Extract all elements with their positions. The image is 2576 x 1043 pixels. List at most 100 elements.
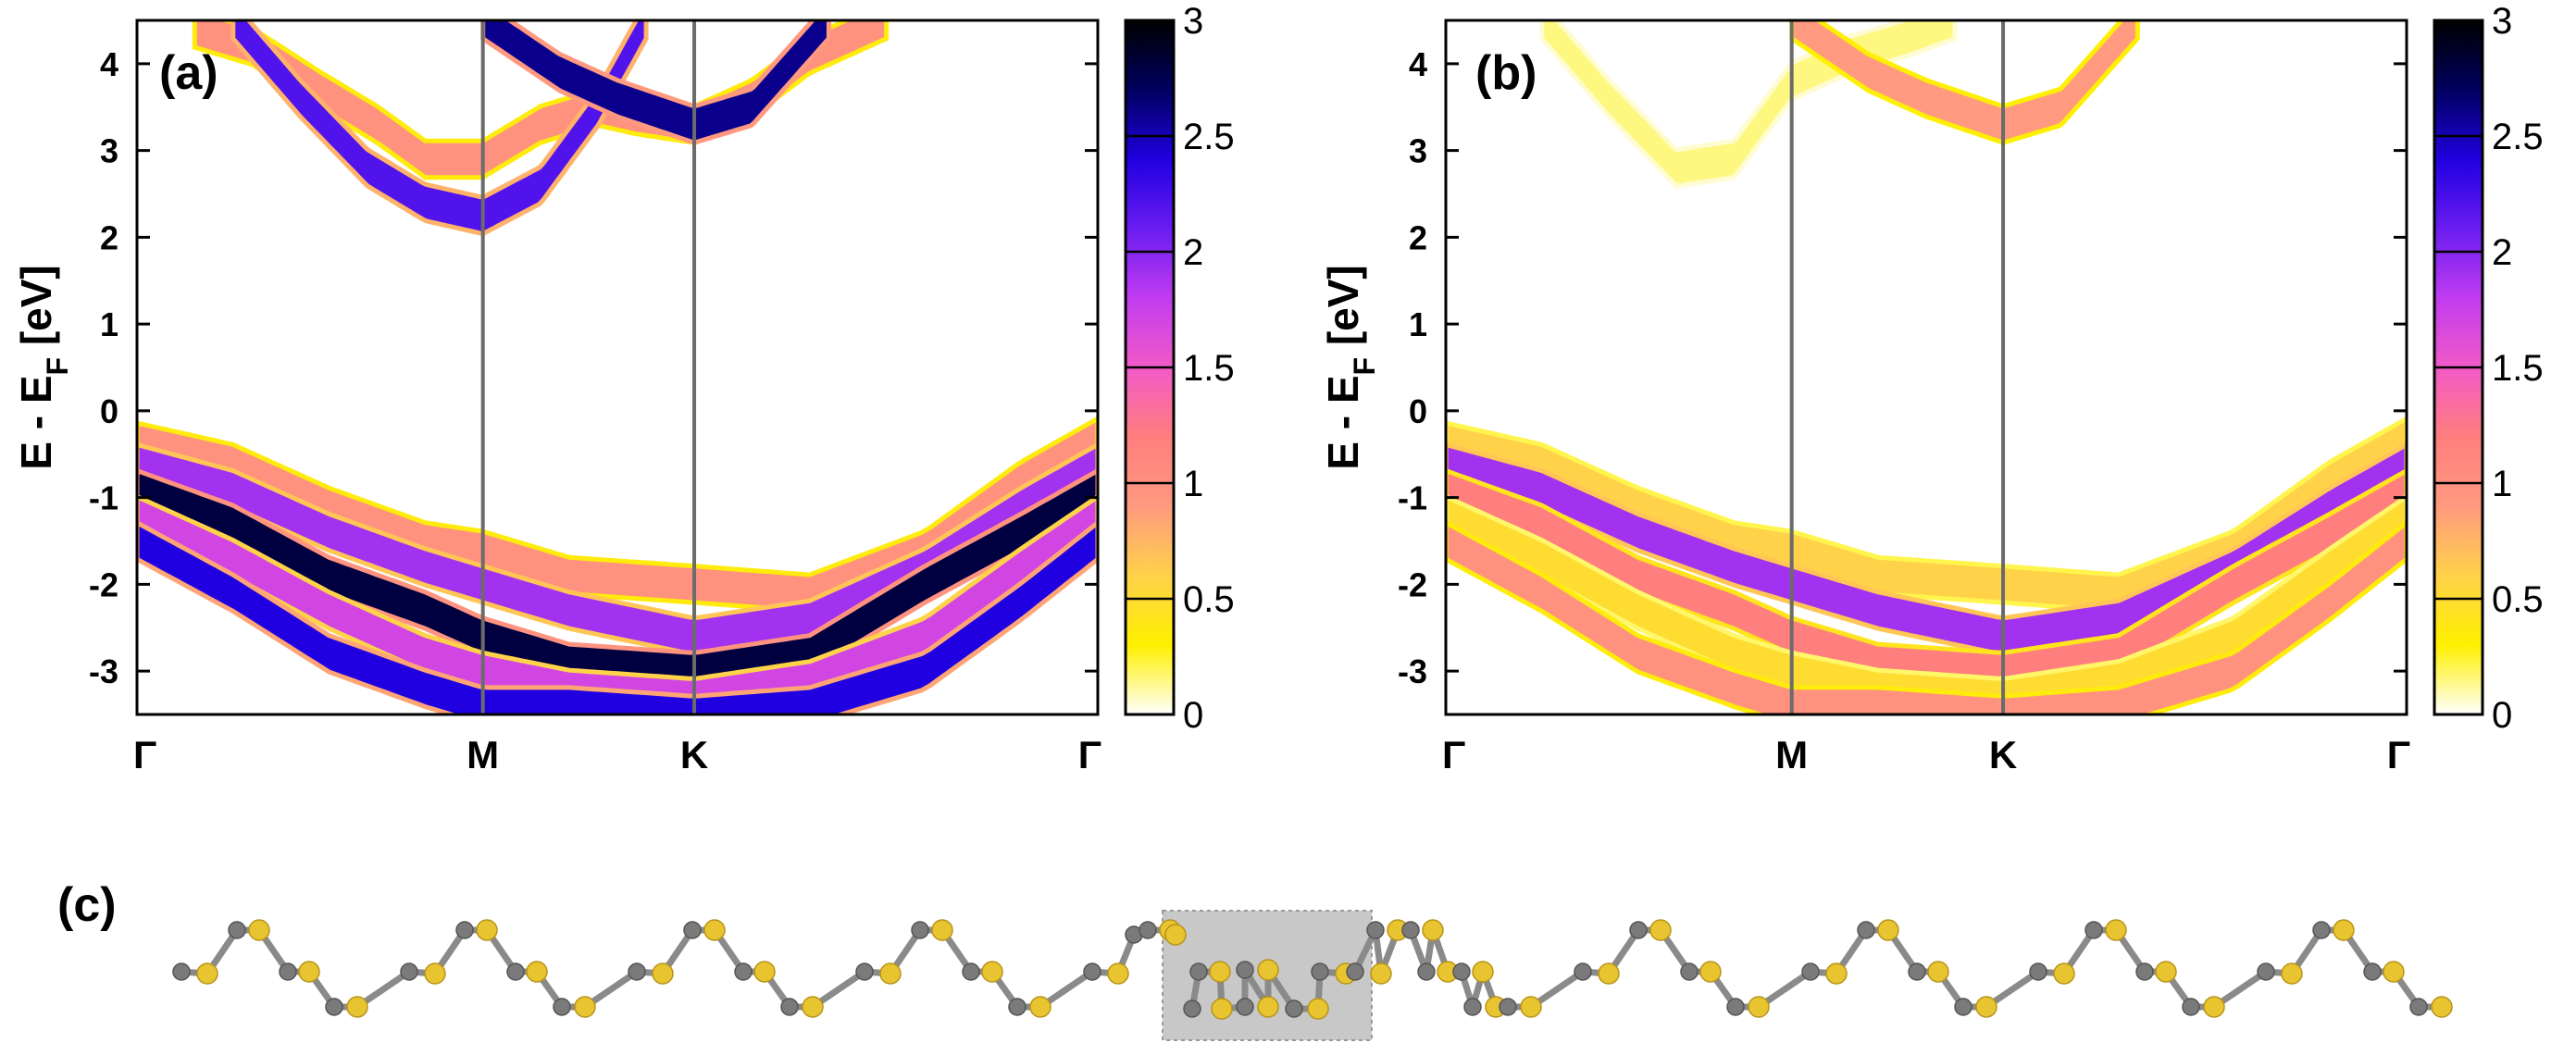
kpoint-label: Γ	[133, 733, 156, 776]
chalcogen-atom	[1825, 962, 1848, 985]
metal-atom	[1083, 962, 1101, 981]
chalcogen-atom	[2431, 996, 2453, 1018]
metal-atom	[1629, 921, 1648, 939]
chalcogen-atom	[879, 962, 902, 985]
band-layer	[1446, 20, 2407, 714]
metal-atom	[1499, 998, 1517, 1016]
chalcogen-atom	[1472, 961, 1494, 983]
chalcogen-atom	[526, 961, 548, 983]
chalcogen-atom	[703, 919, 726, 941]
chalcogen-atom	[1307, 998, 1329, 1020]
plot-frame	[135, 19, 1100, 716]
y-axis-label: E - EF [eV]	[1319, 265, 1381, 469]
ytick-label: 2	[1409, 218, 1427, 256]
chalcogen-atom	[2053, 962, 2075, 985]
chalcogen-atom	[1422, 919, 1444, 941]
band-1	[1789, 20, 2140, 145]
colorbar-tick-label: 0.5	[2492, 579, 2544, 620]
kpoint-label: M	[1775, 733, 1808, 776]
ytick-label: 1	[1409, 305, 1427, 343]
metal-atom	[855, 962, 874, 981]
metal-atom	[2257, 962, 2275, 981]
kpoint-label: Γ	[2387, 733, 2410, 776]
metal-atom	[172, 962, 191, 981]
chalcogen-atom	[1029, 996, 1052, 1018]
colorbar-tick-label: 0	[1183, 695, 1203, 736]
metal-atom	[1857, 921, 1875, 939]
atomic-structure-panel-c: (c)	[57, 878, 2453, 1041]
band-5	[137, 467, 1098, 692]
band-layer	[137, 20, 1098, 714]
metal-atom	[1236, 998, 1254, 1016]
ytick-label: 0	[100, 392, 118, 430]
metal-atom	[1311, 962, 1329, 981]
chalcogen-atom	[931, 919, 953, 941]
panel-label: (a)	[159, 46, 218, 100]
ytick-label: -1	[89, 479, 118, 517]
panel-label: (c)	[57, 878, 117, 932]
metal-atom	[1908, 962, 1926, 981]
atom-layer	[172, 919, 2453, 1020]
metal-atom	[1726, 998, 1745, 1016]
chalcogen-atom	[424, 962, 446, 985]
band-2	[480, 20, 831, 145]
kpoint-label: Γ	[1078, 733, 1101, 776]
band-1	[230, 20, 649, 236]
chalcogen-atom	[1164, 924, 1187, 946]
metal-atom	[400, 962, 418, 981]
metal-atom	[2084, 921, 2103, 939]
chalcogen-atom	[1211, 998, 1233, 1020]
ytick-label: 4	[1409, 45, 1427, 83]
chalcogen-atom	[2333, 919, 2355, 941]
metal-atom	[2312, 921, 2331, 939]
metal-atom	[1801, 962, 1820, 981]
ytick-label: 4	[100, 45, 118, 83]
chalcogen-atom	[753, 961, 776, 983]
chalcogen-atom	[2203, 996, 2225, 1018]
chalcogen-atom	[1927, 961, 1949, 983]
metal-atom	[962, 962, 980, 981]
metal-atom	[1236, 961, 1254, 979]
chalcogen-atom	[1649, 919, 1672, 941]
metal-atom	[628, 962, 646, 981]
chalcogen-atom	[1598, 962, 1620, 985]
panel-label: (b)	[1475, 46, 1537, 100]
chalcogen-atom	[1877, 919, 1899, 941]
metal-atom	[1285, 1000, 1303, 1018]
kpoint-label: M	[467, 733, 499, 776]
metal-atom	[734, 962, 753, 981]
colorbar-tick-label: 1.5	[1183, 348, 1235, 389]
band-4	[137, 441, 1098, 657]
band-4	[1446, 467, 2407, 692]
metal-atom	[228, 921, 246, 939]
metal-atom	[1452, 962, 1471, 981]
chalcogen-atom	[1209, 961, 1231, 983]
kpoint-label: K	[680, 733, 708, 776]
metal-atom	[1574, 962, 1592, 981]
metal-atom	[1183, 1000, 1201, 1018]
ytick-label: 2	[100, 218, 118, 256]
chalcogen-atom	[476, 919, 498, 941]
ytick-label: 3	[1409, 132, 1427, 170]
ytick-label: -2	[1398, 565, 1427, 603]
chalcogen-atom	[2383, 961, 2405, 983]
metal-atom	[780, 998, 799, 1016]
metal-atom	[1417, 962, 1436, 981]
colorbar-tick-label: 1	[2492, 464, 2512, 504]
metal-atom	[1463, 998, 1482, 1016]
metal-atom	[2029, 962, 2047, 981]
colorbar-tick-label: 2	[1183, 232, 1203, 273]
plot-frame	[1444, 19, 2408, 716]
band-7	[137, 519, 1098, 714]
metal-atom	[1366, 921, 1385, 939]
colorbar-tick-label: 3	[1183, 1, 1203, 42]
metal-atom	[1680, 962, 1699, 981]
metal-atom	[911, 921, 929, 939]
band-3	[1446, 441, 2407, 657]
metal-atom	[455, 921, 474, 939]
metal-atom	[1139, 921, 1157, 939]
y-axis-label: E - EF [eV]	[12, 265, 74, 469]
chalcogen-atom	[346, 996, 368, 1018]
chalcogen-atom	[802, 996, 824, 1018]
